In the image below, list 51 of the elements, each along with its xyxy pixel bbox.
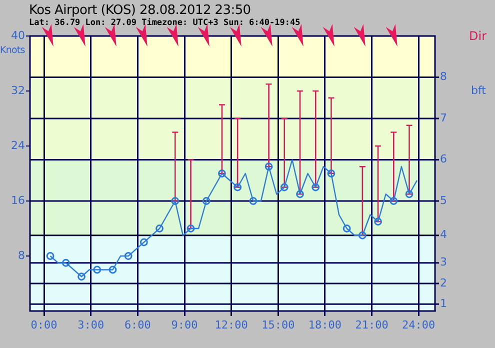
point: [234, 183, 242, 192]
chart-title: Kos Airport (KOS) 28.08.2012 23:50: [29, 3, 251, 18]
point: [405, 190, 414, 198]
x-tick-label: 12:00: [214, 318, 248, 332]
annotation: 5: [440, 194, 447, 207]
point: [124, 252, 132, 260]
point: [108, 266, 117, 274]
point: [171, 197, 180, 205]
annotation: 4: [440, 228, 447, 242]
x-tick-label: 0:00: [30, 318, 58, 332]
x-tick-label: 6:00: [124, 318, 151, 332]
annotation: 8: [440, 70, 447, 84]
y2-axis-title: bft: [471, 84, 486, 97]
point: [312, 183, 320, 192]
x-tick-label: 3:00: [78, 318, 104, 332]
x-tick-label: 21:00: [355, 318, 388, 332]
y-tick-label: 24: [11, 138, 25, 152]
annotation: 6: [440, 152, 447, 166]
point: [156, 224, 164, 232]
point: [202, 197, 210, 205]
point: [358, 231, 366, 240]
chart-subtitle: Lat: 36.79 Lon: 27.09 Timezone: UTC+3 Sun: 6:40-19:45: [29, 18, 300, 28]
y-tick-label: 8: [18, 248, 25, 262]
point: [140, 238, 148, 246]
point: [46, 252, 54, 260]
point: [93, 266, 102, 274]
point: [249, 197, 258, 205]
point: [186, 224, 195, 232]
x-tick-label: 15:00: [262, 318, 295, 332]
point: [374, 218, 382, 226]
y-axis-title: Knots: [0, 45, 25, 56]
annotation: 3: [440, 256, 447, 269]
point: [218, 170, 226, 178]
point: [327, 170, 336, 178]
point: [264, 162, 273, 171]
annotation: 1: [440, 296, 447, 310]
annotation: 2: [440, 276, 447, 290]
point: [280, 183, 288, 192]
x-tick-label: 24:00: [402, 318, 436, 332]
annotation: 7: [440, 111, 447, 124]
point: [390, 197, 398, 205]
y-tick-label: 32: [11, 84, 25, 97]
x-tick-label: 9:00: [171, 318, 198, 332]
point: [62, 258, 70, 267]
text: Dir: [469, 29, 487, 43]
x-tick-label: 18:00: [308, 318, 342, 332]
point: [296, 190, 304, 198]
y-tick-label: 40: [11, 28, 25, 42]
y-tick-label: 16: [11, 194, 25, 207]
point: [78, 272, 86, 281]
point: [342, 224, 351, 232]
